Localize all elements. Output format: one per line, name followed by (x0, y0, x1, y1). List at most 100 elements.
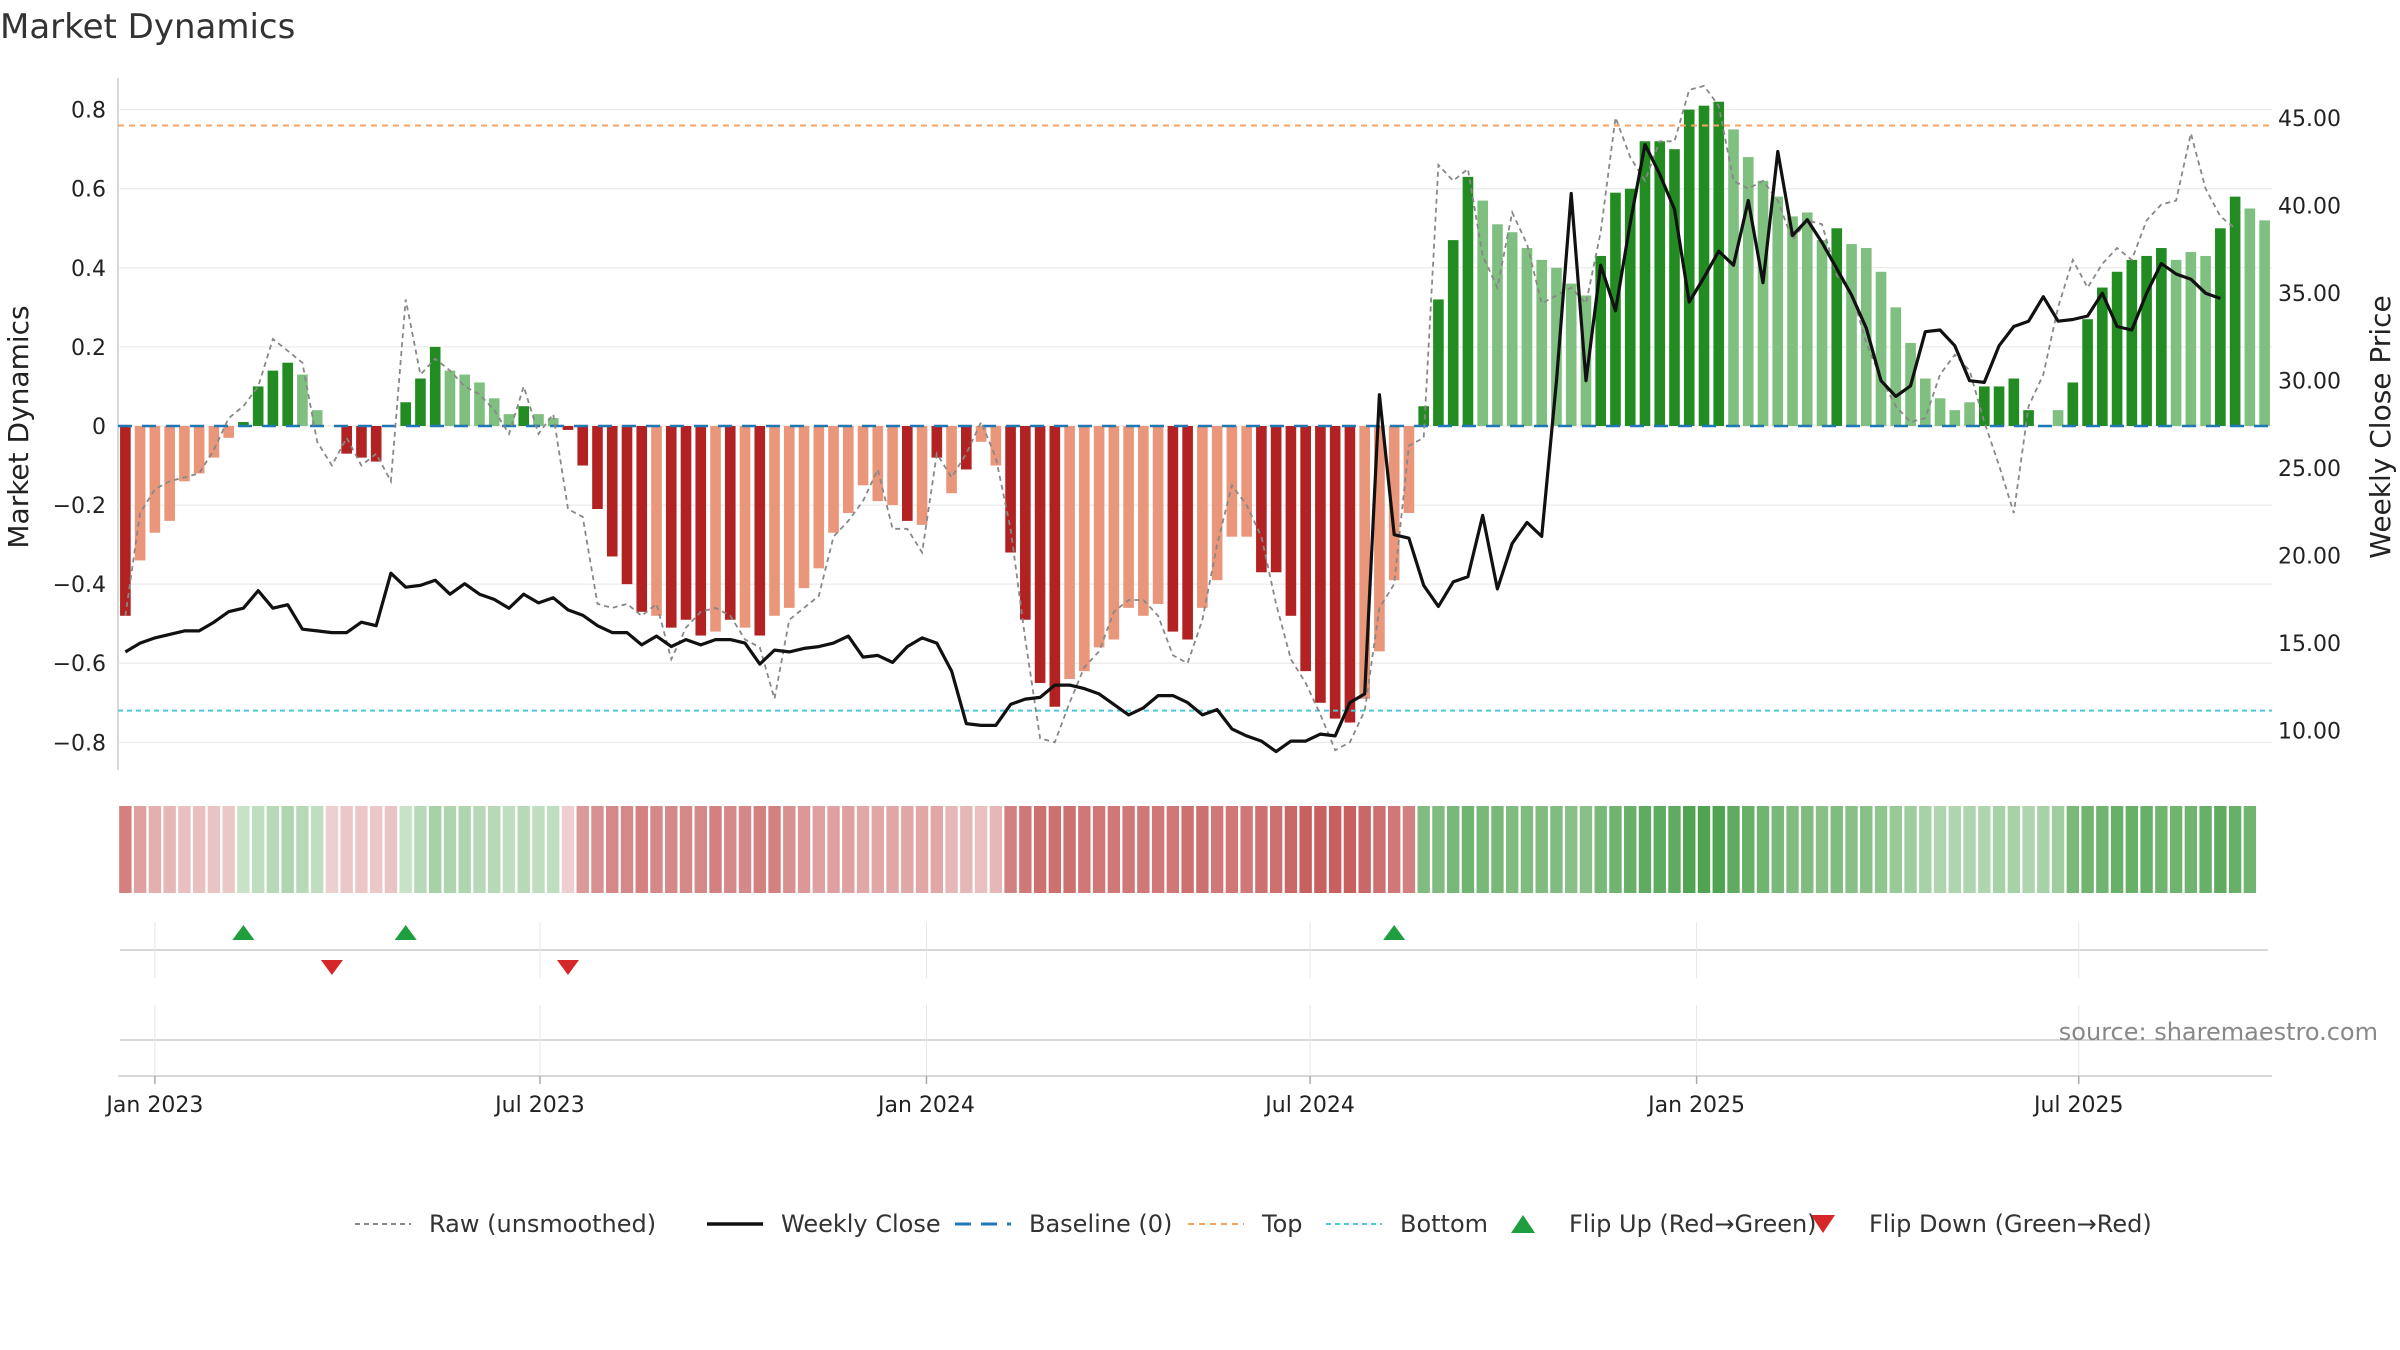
strip-cell (2007, 806, 2021, 893)
bar (370, 425, 382, 462)
y-tick-label: 0.4 (71, 257, 106, 282)
bar (1226, 425, 1238, 537)
strip-cell (2214, 806, 2227, 893)
strip-cell (694, 806, 707, 893)
bar (1064, 425, 1075, 680)
bar (961, 425, 972, 470)
strip-cell (2066, 806, 2080, 893)
x-tick-label: Jul 2025 (2032, 1093, 2124, 1118)
strip-cell (251, 806, 265, 893)
bar (1034, 425, 1046, 684)
bar (680, 425, 692, 620)
bar (2229, 196, 2241, 426)
strip-cell (1978, 806, 1991, 893)
strip-cell (561, 806, 575, 893)
bar (1315, 425, 1326, 703)
flip-markers-panel (120, 922, 2268, 978)
bar (503, 414, 515, 426)
bar (1742, 157, 1754, 426)
strip-cell (399, 806, 412, 893)
y2-tick-label: 10.00 (2278, 720, 2341, 745)
bar (1492, 224, 1503, 426)
strip-cell (1033, 806, 1047, 893)
bar (459, 374, 471, 426)
strip-cell (679, 806, 693, 893)
y2-tick-label: 35.00 (2278, 282, 2341, 307)
bar (297, 374, 308, 426)
bar (1256, 425, 1267, 573)
strip-cell (1815, 806, 1829, 893)
bar (606, 425, 618, 557)
bar (1846, 244, 1857, 426)
strip-cell (2096, 806, 2109, 893)
bar (2156, 248, 2167, 426)
flip-up-marker (394, 925, 417, 940)
strip-cell (945, 806, 958, 893)
bar (415, 378, 426, 426)
y2-tick-label: 20.00 (2278, 545, 2341, 570)
strip-cell (1314, 806, 1327, 893)
legend-item: Flip Down (Green→Red) (1811, 1210, 2152, 1238)
y-tick-label: 0.2 (71, 336, 106, 361)
legend-item: Weekly Close (707, 1210, 941, 1238)
bar (1403, 425, 1415, 513)
legend-label: Raw (unsmoothed) (429, 1210, 656, 1238)
strip-cell (1432, 806, 1445, 893)
bar (562, 425, 574, 430)
strip-cell (1771, 806, 1784, 893)
y2-tick-label: 40.00 (2278, 195, 2341, 220)
strip-cell (2184, 806, 2198, 893)
bar (1728, 129, 1739, 426)
y2-tick-label: 45.00 (2278, 107, 2341, 132)
bar (2170, 259, 2182, 426)
legend-swatch-flip-down (1811, 1215, 1835, 1233)
strip-cell (1491, 806, 1504, 893)
bar (1108, 425, 1120, 640)
flip-up-marker (1383, 925, 1406, 940)
bar (1344, 425, 1356, 723)
bar (1197, 425, 1208, 608)
legend-label: Baseline (0) (1029, 1210, 1172, 1238)
legend-label: Weekly Close (781, 1210, 941, 1238)
strip-cell (1565, 806, 1578, 893)
strip-cell (2110, 806, 2124, 893)
strip-cell (1048, 806, 1062, 893)
strip-cell (650, 806, 663, 893)
legend-item: Top (1188, 1210, 1303, 1238)
strip-cell (871, 806, 884, 893)
strip-cell (2169, 806, 2183, 893)
strip-cell (502, 806, 516, 893)
bar (2008, 378, 2020, 426)
bar (1138, 425, 1149, 616)
main-panel: −0.8 −0.6 −0.4 −0.2 0 0.2 0.4 0.6 0.8 10.00 15.00 2… (53, 78, 2341, 770)
bar (238, 422, 249, 426)
bar (429, 346, 441, 426)
lower-panel (120, 1005, 2268, 1075)
strip-cell (989, 806, 1003, 893)
strip-cell (2081, 806, 2094, 893)
strip-cell (1402, 806, 1416, 893)
bar (621, 425, 633, 585)
bar (1624, 188, 1636, 426)
bar (267, 370, 279, 426)
bar (1329, 425, 1341, 719)
bar (1285, 425, 1297, 616)
bar (474, 382, 485, 426)
bar (488, 398, 500, 426)
strip-cell (1830, 806, 1843, 893)
strip-cell (369, 806, 383, 893)
bar (400, 402, 412, 426)
legend-swatch-flip-up (1511, 1215, 1535, 1233)
y-tick-label: 0.6 (71, 178, 106, 203)
bar (651, 425, 662, 616)
strip-cell (930, 806, 944, 893)
strip-cell (1269, 806, 1283, 893)
strip-cell (1225, 806, 1239, 893)
bar (1005, 425, 1016, 553)
strip-cell (1343, 806, 1357, 893)
bar (1639, 141, 1651, 426)
strip-cell (901, 806, 914, 893)
strip-cell (1860, 806, 1873, 893)
bar (193, 425, 205, 474)
